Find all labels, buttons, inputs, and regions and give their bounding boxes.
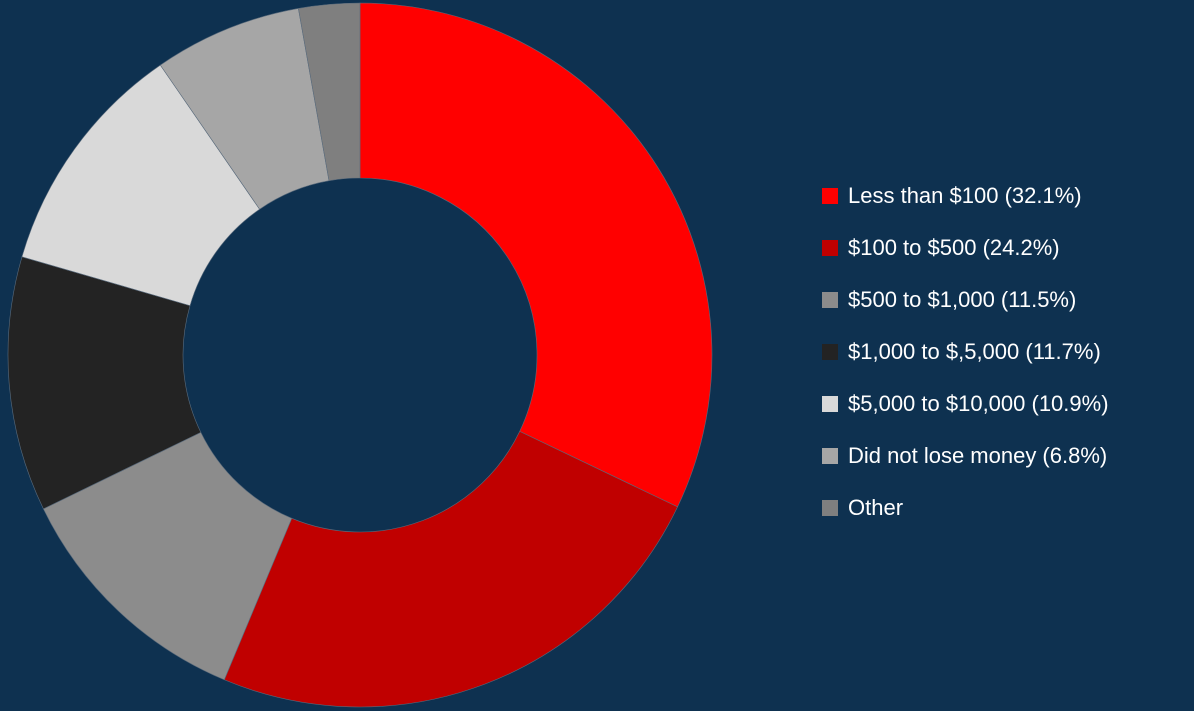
legend-swatch [822,448,838,464]
legend-label: Other [848,495,903,520]
legend-swatch [822,396,838,412]
legend-label: $1,000 to $,5,000 (11.7%) [848,339,1101,364]
donut-slice [359,2,713,508]
donut-slice [43,431,293,681]
legend-label: $5,000 to $10,000 (10.9%) [848,391,1109,416]
donut-slice [7,256,202,510]
legend-swatch [822,500,838,516]
donut-slice [298,2,361,182]
legend-swatch [822,344,838,360]
legend-label: $100 to $500 (24.2%) [848,235,1060,260]
legend-swatch [822,240,838,256]
legend-swatch [822,292,838,308]
donut-slice [223,430,678,708]
legend-label: Did not lose money (6.8%) [848,443,1107,468]
legend-swatch [822,188,838,204]
legend-label: Less than $100 (32.1%) [848,183,1082,208]
legend-label: $500 to $1,000 (11.5%) [848,287,1076,312]
donut-slice [21,64,261,306]
